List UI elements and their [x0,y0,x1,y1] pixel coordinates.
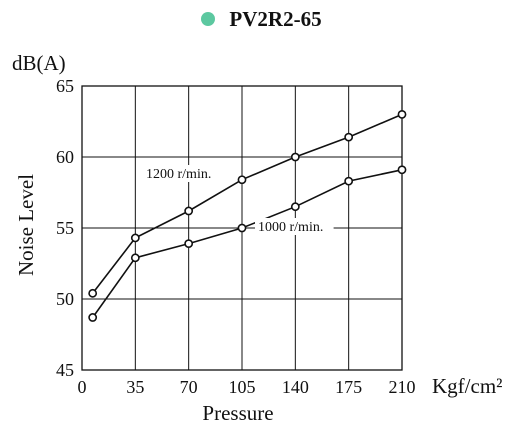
y-tick-label: 45 [56,360,74,380]
y-tick-label: 50 [56,289,74,309]
y-tick-label: 60 [56,147,74,167]
series-label: 1200 r/min. [146,167,211,182]
x-tick-label: 35 [126,377,144,397]
series-label-bg [143,165,222,182]
data-point [237,223,247,233]
x-tick-label: 175 [335,377,362,397]
plot-frame [81,85,403,371]
y-unit-label: dB(A) [12,51,66,75]
x-tick-label: 140 [282,377,309,397]
data-point [130,253,140,263]
y-tick-label: 55 [56,218,74,238]
data-point [344,176,354,186]
series-group: 1200 r/min. 1000 r/min. [88,110,407,322]
x-tick-label: 0 [78,377,87,397]
data-point [344,132,354,142]
series-label: 1000 r/min. [258,220,323,235]
series-line [92,113,403,294]
data-point [397,165,407,175]
data-point [184,239,194,249]
data-point [88,288,98,298]
x-axis-label: Pressure [202,401,273,425]
series-2: 1000 r/min. [88,165,407,322]
title-bullet-icon [201,12,216,26]
y-tick-label: 65 [56,76,74,96]
tick-labels: 0 35 70 105 140 175 210 45 50 55 60 65 [56,76,416,397]
x-tick-label: 70 [180,377,198,397]
data-point [88,313,98,322]
data-point [290,202,300,212]
x-tick-label: 105 [229,377,256,397]
series-1: 1200 r/min. [88,110,407,298]
x-unit-label: Kgf/cm² [432,374,502,398]
data-point [237,175,247,185]
chart-title: PV2R2-65 [0,4,523,34]
y-axis-label: Noise Level [14,174,38,276]
series-line [92,169,403,318]
data-point [397,110,407,119]
series-label-bg [255,218,334,235]
x-tick-label: 210 [389,377,416,397]
chart-title-text: PV2R2-65 [229,6,322,31]
data-point [290,152,300,162]
data-point [184,206,194,216]
data-point [130,233,140,243]
